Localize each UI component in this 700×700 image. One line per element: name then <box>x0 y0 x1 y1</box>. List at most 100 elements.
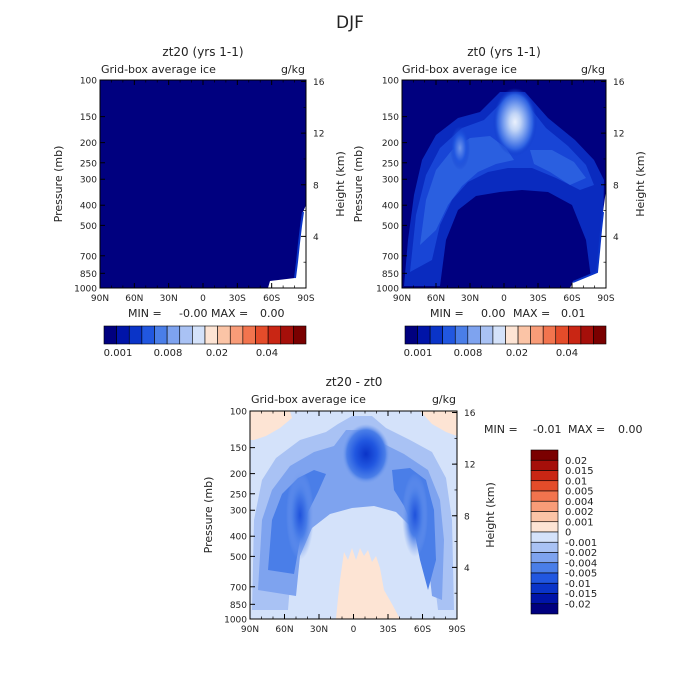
x-tick-label: 60S <box>563 294 580 304</box>
colorbar-label: 0.008 <box>154 348 183 359</box>
panel-subtitle-left: Grid-box average ice <box>402 63 517 76</box>
x-tick-label: 60N <box>275 625 293 635</box>
y-tick-label-right: 4 <box>464 564 470 574</box>
colorbar-swatch <box>530 541 559 553</box>
y-tick-label: 200 <box>80 139 97 149</box>
colorbar-swatch <box>542 325 557 345</box>
y-tick-label: 500 <box>382 222 399 232</box>
x-tick-label: 0 <box>501 294 507 304</box>
colorbar-swatch <box>467 325 481 345</box>
colorbar-swatch <box>417 325 431 345</box>
y-tick-label: 100 <box>230 408 247 418</box>
colorbar-label: 0.004 <box>565 497 594 508</box>
colorbar-swatch <box>103 325 117 345</box>
panel-subtitle-left: Grid-box average ice <box>251 393 366 406</box>
colorbar-swatch <box>179 325 193 345</box>
heatmap-plot-area <box>402 80 606 288</box>
colorbar-swatch <box>530 562 559 574</box>
colorbar-label: -0.004 <box>565 558 597 569</box>
colorbar-swatch <box>530 603 559 615</box>
x-tick-label: 60N <box>427 294 445 304</box>
y-tick-label: 850 <box>230 601 247 611</box>
x-tick-label: 90S <box>448 625 465 635</box>
panel-difference: zt20 - zt0 Grid-box average ice g/kg 90N… <box>202 375 643 635</box>
colorbar-labels: 0.001 0.008 0.02 0.04 <box>104 348 278 359</box>
colorbar-swatch <box>217 325 231 345</box>
x-tick-label: 30S <box>379 625 396 635</box>
colorbar-swatch <box>568 325 582 345</box>
y-tick-label-right: 12 <box>464 461 475 471</box>
y-tick-label: 150 <box>382 113 399 123</box>
x-tick-label: 60S <box>414 625 431 635</box>
y-tick-label: 1000 <box>74 285 97 295</box>
panel-zt0: zt0 (yrs 1-1) Grid-box average ice g/kg … <box>352 45 647 359</box>
colorbar-swatch <box>530 531 559 543</box>
stat-max-label: MAX = <box>513 307 550 320</box>
x-tick-label: 30N <box>160 294 178 304</box>
colorbar-swatch <box>454 325 469 345</box>
stat-min-value: 0.00 <box>481 307 506 320</box>
y-tick-label: 250 <box>382 159 399 169</box>
y-tick-label: 700 <box>80 252 97 262</box>
stats-text: MIN = -0.01 MAX = 0.00 <box>484 423 643 436</box>
panel-zt20: zt20 (yrs 1-1) Grid-box average ice g/kg… <box>52 45 347 359</box>
colorbar-labels: 0.001 0.008 0.02 0.04 <box>404 348 578 359</box>
colorbar-label: 0.001 <box>104 348 133 359</box>
y-tick-label-right: 8 <box>464 512 470 522</box>
y-tick-label: 250 <box>230 490 247 500</box>
y-tick-label: 200 <box>382 139 399 149</box>
colorbar-swatch <box>192 325 206 345</box>
x-tick-label: 30N <box>461 294 479 304</box>
y-tick-label: 500 <box>230 553 247 563</box>
y-axis-label-right: Height (km) <box>484 482 497 548</box>
stats-text: MIN = 0.00 MAX = 0.01 <box>430 307 586 320</box>
y-tick-label: 400 <box>230 533 247 543</box>
y-tick-label: 300 <box>80 176 97 186</box>
colorbar-swatch <box>229 325 244 345</box>
y-axis-label-right: Height (km) <box>334 151 347 217</box>
y-tick-label-right: 16 <box>313 78 325 88</box>
colorbar-swatch <box>505 325 519 345</box>
panel-subtitle-left: Grid-box average ice <box>101 63 216 76</box>
colorbar <box>103 325 307 345</box>
colorbar-label: 0 <box>565 528 571 539</box>
y-axis-label: Pressure (mb) <box>202 477 215 554</box>
y-tick-label: 250 <box>80 159 97 169</box>
colorbar-swatch <box>255 325 269 345</box>
stat-min-label: MIN = <box>128 307 162 320</box>
colorbar-swatch <box>530 552 559 564</box>
x-tick-label: 30S <box>229 294 246 304</box>
colorbar-label: 0.001 <box>565 517 594 528</box>
colorbar-label: -0.01 <box>565 579 591 590</box>
colorbar-label: 0.008 <box>454 348 483 359</box>
colorbar-label: -0.002 <box>565 548 597 559</box>
colorbar-swatch <box>530 490 559 502</box>
colorbar-swatch <box>593 325 607 345</box>
x-tick-label: 60S <box>263 294 280 304</box>
x-tick-label: 0 <box>351 625 357 635</box>
colorbar-label: -0.001 <box>565 538 597 549</box>
heatmap-plot-area <box>250 411 457 619</box>
colorbar-swatch <box>530 511 559 523</box>
y-tick-label: 700 <box>230 583 247 593</box>
stats-text: MIN = -0.00 MAX = 0.00 <box>128 307 285 320</box>
colorbar-swatch <box>530 521 559 533</box>
colorbar-swatch <box>116 325 130 345</box>
x-tick-label: 90N <box>91 294 109 304</box>
y-tick-label-right: 12 <box>313 130 324 140</box>
y-tick-label: 150 <box>80 113 97 123</box>
y-tick-label-right: 8 <box>613 181 619 191</box>
y-tick-label: 850 <box>80 270 97 280</box>
stat-min-label: MIN = <box>484 423 518 436</box>
y-tick-label-right: 4 <box>613 233 619 243</box>
stat-max-value: 0.00 <box>260 307 285 320</box>
colorbar-swatch <box>293 325 307 345</box>
colorbar <box>404 325 607 345</box>
x-tick-label: 90S <box>597 294 614 304</box>
colorbar-swatch <box>530 582 559 594</box>
y-tick-label: 850 <box>382 270 399 280</box>
y-tick-label: 100 <box>382 77 399 87</box>
y-tick-label-right: 12 <box>613 130 624 140</box>
colorbar: 0.020.0150.010.0050.0040.0020.0010-0.001… <box>530 449 597 615</box>
